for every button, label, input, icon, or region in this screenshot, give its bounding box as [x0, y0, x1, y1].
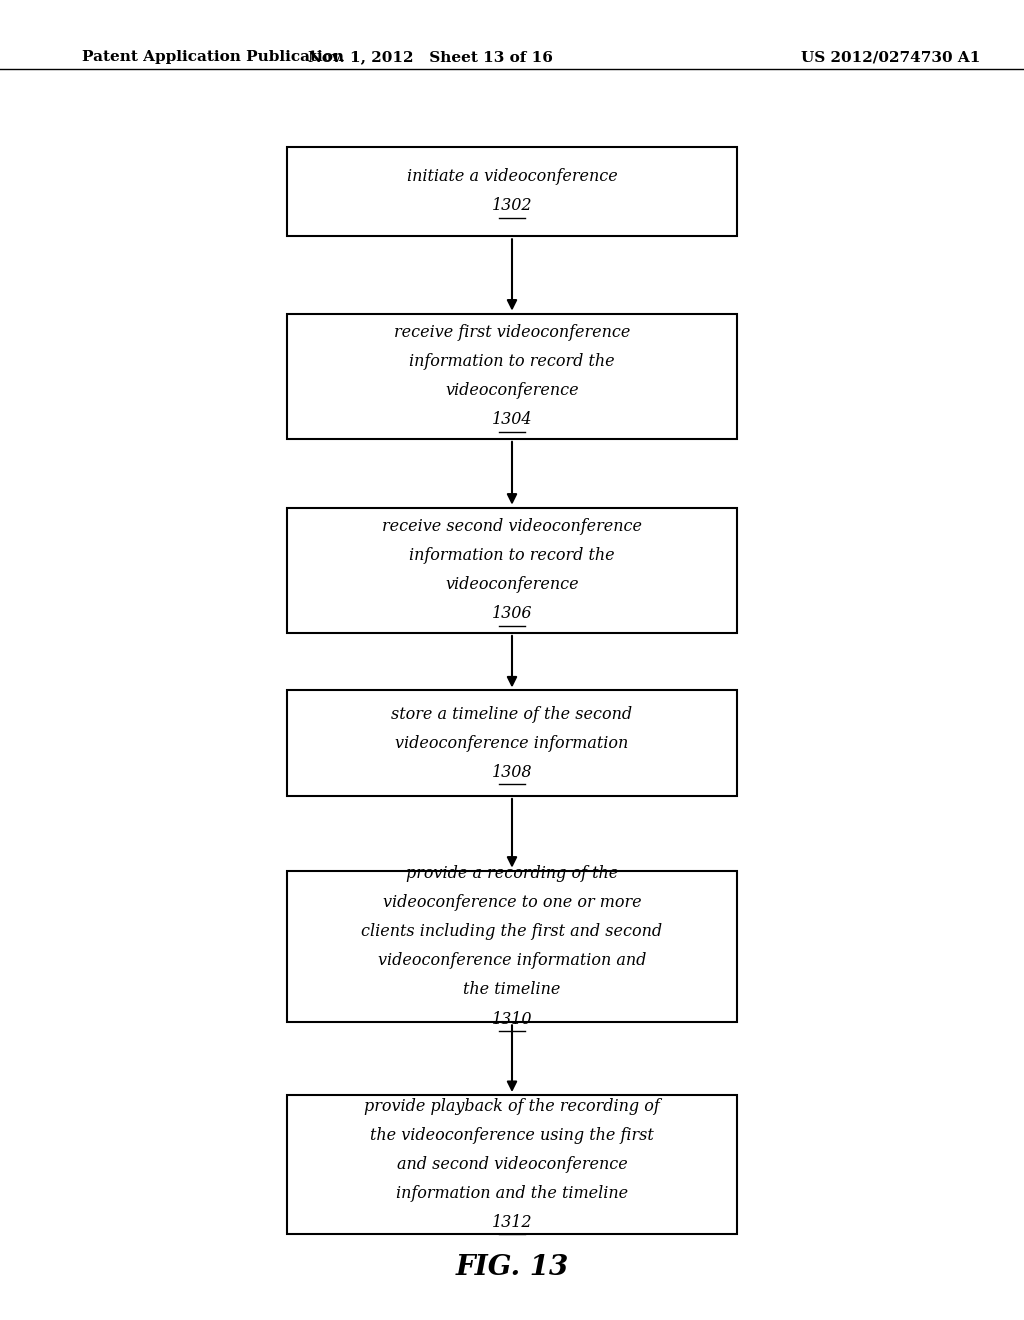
Text: provide playback of the recording of: provide playback of the recording of: [365, 1098, 659, 1114]
Text: 1312: 1312: [492, 1214, 532, 1230]
Point: [493, 1023, 505, 1039]
Text: US 2012/0274730 A1: US 2012/0274730 A1: [801, 50, 981, 65]
Point: [519, 210, 531, 226]
Text: information to record the: information to record the: [410, 548, 614, 564]
Text: information and the timeline: information and the timeline: [396, 1185, 628, 1201]
Point: [519, 1226, 531, 1242]
Text: 1302: 1302: [492, 198, 532, 214]
Point: [493, 1226, 505, 1242]
Text: 1310: 1310: [492, 1011, 532, 1027]
Text: provide a recording of the: provide a recording of the: [406, 866, 618, 882]
Text: receive second videoconference: receive second videoconference: [382, 519, 642, 535]
Point: [493, 210, 505, 226]
FancyBboxPatch shape: [287, 871, 737, 1022]
Point: [519, 776, 531, 792]
FancyBboxPatch shape: [287, 314, 737, 438]
Text: 1308: 1308: [492, 764, 532, 780]
Text: Nov. 1, 2012   Sheet 13 of 16: Nov. 1, 2012 Sheet 13 of 16: [307, 50, 553, 65]
Text: videoconference: videoconference: [445, 577, 579, 593]
Text: 1304: 1304: [492, 412, 532, 428]
Text: initiate a videoconference: initiate a videoconference: [407, 169, 617, 185]
Text: information to record the: information to record the: [410, 354, 614, 370]
FancyBboxPatch shape: [287, 508, 737, 634]
Text: videoconference: videoconference: [445, 383, 579, 399]
Text: clients including the first and second: clients including the first and second: [361, 924, 663, 940]
Text: 1306: 1306: [492, 606, 532, 622]
Point: [493, 618, 505, 634]
Text: videoconference to one or more: videoconference to one or more: [383, 895, 641, 911]
Point: [493, 776, 505, 792]
Text: Patent Application Publication: Patent Application Publication: [82, 50, 344, 65]
Text: videoconference information: videoconference information: [395, 735, 629, 751]
Text: store a timeline of the second: store a timeline of the second: [391, 706, 633, 722]
Text: FIG. 13: FIG. 13: [456, 1254, 568, 1280]
Text: receive first videoconference: receive first videoconference: [394, 325, 630, 341]
Text: the timeline: the timeline: [463, 982, 561, 998]
FancyBboxPatch shape: [287, 1096, 737, 1233]
FancyBboxPatch shape: [287, 147, 737, 236]
FancyBboxPatch shape: [287, 690, 737, 796]
Text: and second videoconference: and second videoconference: [396, 1156, 628, 1172]
Point: [519, 424, 531, 440]
Text: videoconference information and: videoconference information and: [378, 953, 646, 969]
Point: [519, 618, 531, 634]
Point: [493, 424, 505, 440]
Point: [519, 1023, 531, 1039]
Text: the videoconference using the first: the videoconference using the first: [370, 1127, 654, 1143]
